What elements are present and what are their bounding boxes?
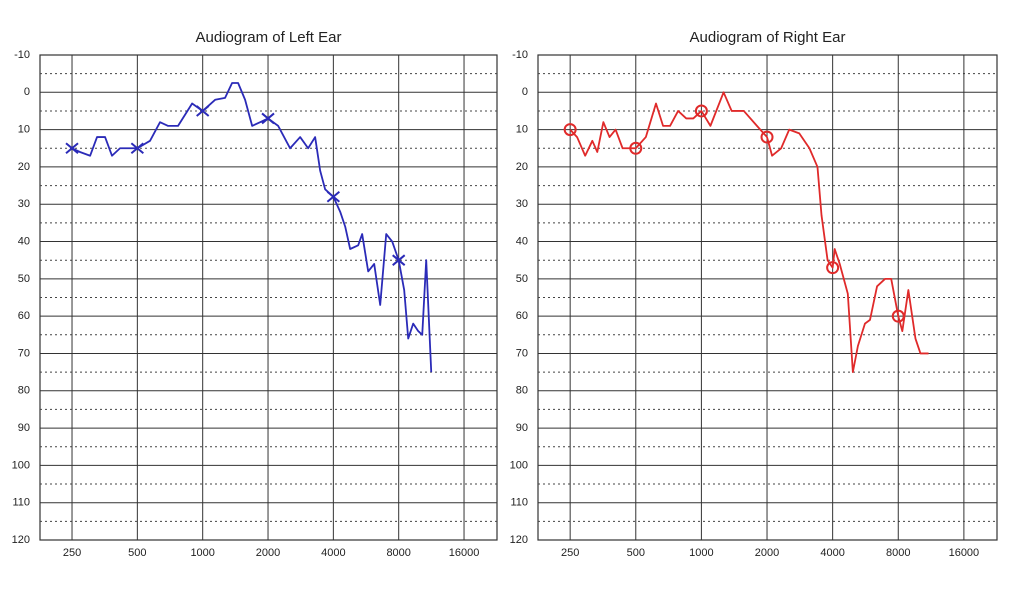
- y-tick-label: 100: [12, 459, 30, 471]
- marker: [261, 112, 275, 125]
- marker: [392, 254, 406, 266]
- chart-title: Audiogram of Right Ear: [690, 29, 846, 46]
- marker: [629, 141, 643, 155]
- y-tick-label: 120: [510, 534, 528, 546]
- chart-title: Audiogram of Left Ear: [196, 29, 342, 46]
- marker: [326, 191, 340, 203]
- y-tick-label: 50: [18, 273, 30, 285]
- x-tick-label: 250: [561, 547, 579, 559]
- y-tick-label: -10: [512, 49, 528, 61]
- x-tick-label: 8000: [386, 547, 410, 559]
- marker: [694, 104, 708, 118]
- y-tick-label: 30: [18, 198, 30, 210]
- x-tick-label: 2000: [755, 547, 779, 559]
- y-tick-label: 70: [18, 347, 30, 359]
- marker: [65, 142, 79, 155]
- x-tick-label: 4000: [820, 547, 844, 559]
- x-tick-label: 2000: [256, 547, 280, 559]
- y-tick-label: 90: [18, 422, 30, 434]
- y-tick-label: 0: [24, 86, 30, 98]
- y-tick-label: 40: [516, 235, 528, 247]
- y-tick-label: 10: [18, 124, 30, 136]
- y-tick-label: 60: [18, 310, 30, 322]
- x-tick-label: 250: [63, 547, 81, 559]
- y-tick-label: 20: [18, 161, 30, 173]
- y-tick-label: 90: [516, 422, 528, 434]
- y-tick-label: 50: [516, 273, 528, 285]
- x-tick-label: 500: [128, 547, 146, 559]
- y-tick-label: 10: [516, 124, 528, 136]
- y-tick-label: 110: [12, 497, 30, 509]
- y-tick-label: 60: [516, 310, 528, 322]
- y-tick-label: 80: [516, 385, 528, 397]
- marker: [891, 309, 905, 323]
- y-tick-label: 120: [12, 534, 30, 546]
- x-tick-label: 1000: [190, 547, 214, 559]
- marker: [130, 142, 144, 155]
- data-line: [569, 91, 929, 374]
- y-tick-label: 30: [516, 198, 528, 210]
- x-tick-label: 1000: [689, 547, 713, 559]
- x-tick-label: 16000: [449, 547, 480, 559]
- x-tick-label: 4000: [321, 547, 345, 559]
- x-tick-label: 500: [627, 547, 645, 559]
- y-tick-label: 20: [516, 161, 528, 173]
- x-tick-label: 16000: [949, 547, 980, 559]
- marker: [826, 261, 840, 275]
- marker: [760, 130, 774, 144]
- y-tick-label: 110: [510, 497, 528, 509]
- y-tick-label: 100: [510, 459, 528, 471]
- x-tick-label: 8000: [886, 547, 910, 559]
- y-tick-label: 80: [18, 385, 30, 397]
- y-tick-label: 40: [18, 235, 30, 247]
- y-tick-label: -10: [14, 49, 30, 61]
- marker: [196, 105, 210, 117]
- y-tick-label: 0: [522, 86, 528, 98]
- y-tick-label: 70: [516, 347, 528, 359]
- data-line: [71, 82, 433, 373]
- marker: [563, 123, 577, 137]
